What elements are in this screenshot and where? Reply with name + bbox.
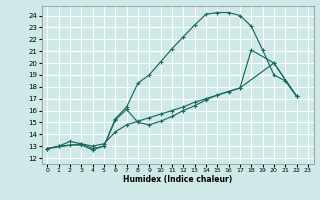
X-axis label: Humidex (Indice chaleur): Humidex (Indice chaleur) <box>123 175 232 184</box>
